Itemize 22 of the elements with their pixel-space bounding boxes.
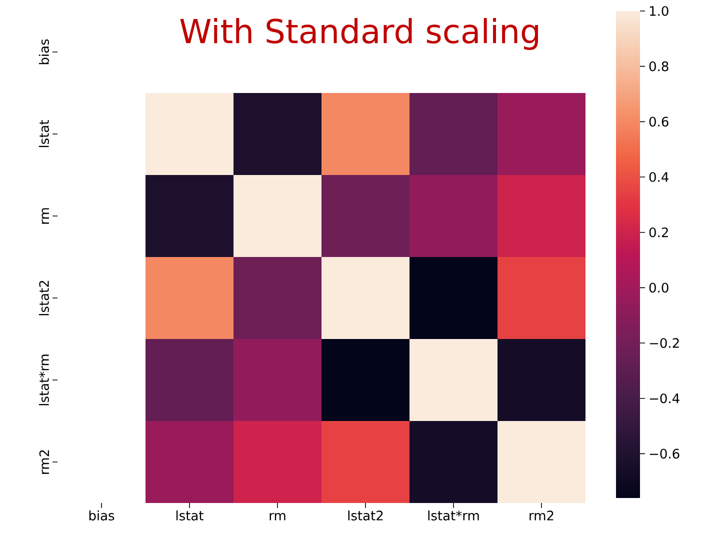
color-bar-label: 0.2 <box>649 227 668 238</box>
x-tick-label: rm2 <box>530 510 554 520</box>
color-bar-label: −0.2 <box>650 338 679 348</box>
x-tick-label: rm <box>270 512 286 520</box>
x-tick-label: lstat2 <box>348 510 383 520</box>
y-tick-label: lstat2 <box>38 280 49 316</box>
x-tick-label: bias <box>89 510 114 520</box>
y-tick-label: lstat*rm <box>38 354 49 406</box>
color-bar-label: 0.4 <box>649 172 668 182</box>
color-bar-label: 0.0 <box>649 282 668 293</box>
y-tick-label: rm <box>42 208 49 224</box>
y-tick-label: bias <box>38 39 49 64</box>
color-bar-label: 0.6 <box>649 116 668 127</box>
x-tick-label: lstat <box>176 510 204 520</box>
y-tick-label: rm2 <box>39 450 49 474</box>
y-tick-label: lstat <box>38 120 49 148</box>
chart-title: With Standard scaling <box>180 18 538 50</box>
color-bar-label: 1.0 <box>650 6 668 16</box>
color-bar-label: −0.6 <box>650 448 680 459</box>
x-tick-label: lstat*rm <box>428 510 479 520</box>
color-bar-label: −0.4 <box>650 393 680 404</box>
color-bar-label: 0.8 <box>649 61 668 72</box>
